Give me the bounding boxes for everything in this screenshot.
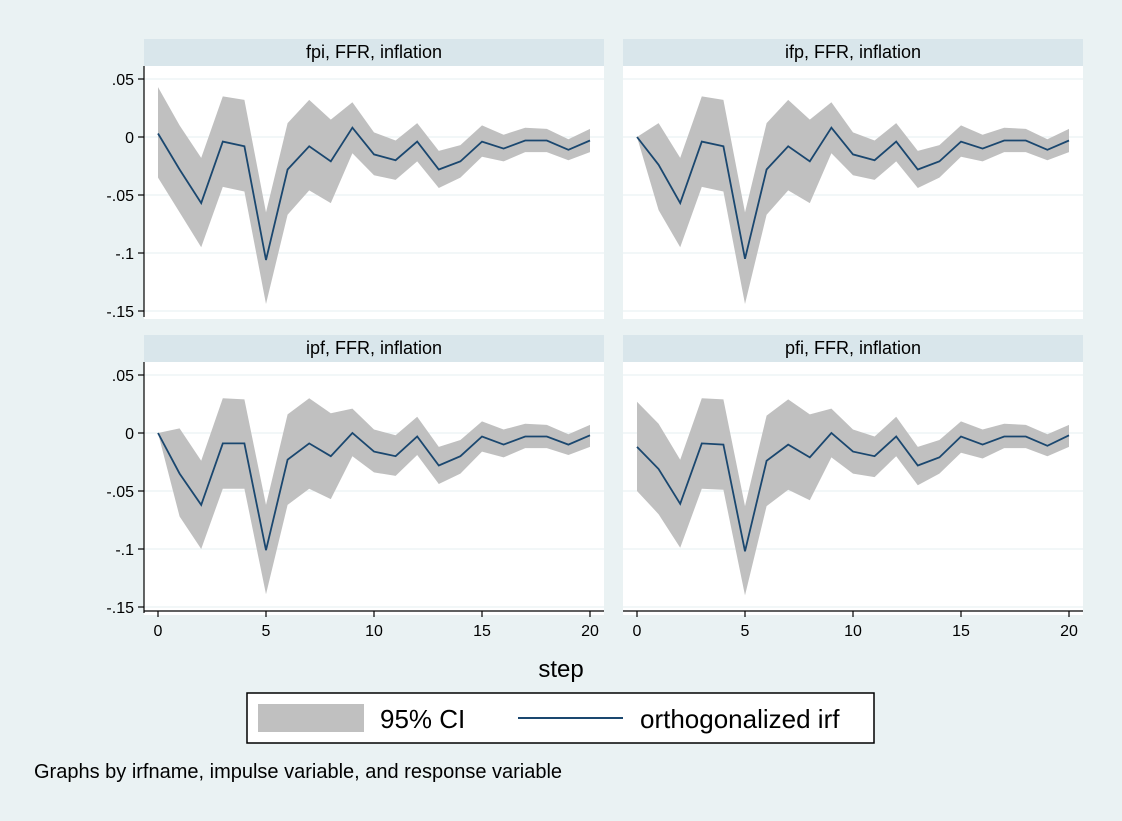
legend-ci-swatch [258, 704, 364, 732]
ci-band [637, 96, 1069, 305]
y-tick-label: .05 [112, 72, 134, 89]
graph-note: Graphs by irfname, impulse variable, and… [34, 761, 562, 783]
panel-header [623, 335, 1083, 362]
panel-3: ipf, FFR, inflation .05 0 -.05 -.1 -.15 0 5 10 15… [106, 335, 604, 640]
x-tick-label: 20 [581, 623, 599, 640]
panel-2: ifp, FFR, inflation [623, 39, 1083, 319]
panel-header [623, 39, 1083, 66]
y-tick-label: 0 [125, 426, 134, 443]
x-tick-label: 5 [741, 623, 750, 640]
irf-line [636, 126, 1070, 260]
y-tick-label: -.05 [106, 484, 134, 501]
y-tick-label: -.15 [106, 600, 134, 617]
ci-band [158, 398, 590, 595]
y-tick-label: 0 [125, 130, 134, 147]
legend: 95% CI orthogonalized irf [246, 692, 875, 744]
y-tick-label: -.1 [115, 246, 134, 263]
irf-line [157, 431, 591, 551]
x-axis-title: step [538, 656, 583, 683]
x-tick-label: 10 [844, 623, 862, 640]
legend-ci-label: 95% CI [380, 704, 465, 734]
panel-title: pfi, FFR, inflation [785, 338, 921, 358]
legend-irf-label: orthogonalized irf [640, 704, 840, 734]
x-tick-label: 0 [633, 623, 642, 640]
panel-4: pfi, FFR, inflation 0 5 10 15 20 [623, 335, 1083, 640]
y-tick-label: -.15 [106, 304, 134, 321]
panel-header [144, 335, 604, 362]
x-tick-label: 15 [952, 623, 970, 640]
irf-line [157, 126, 591, 261]
y-tick-label: .05 [112, 368, 134, 385]
panel-title: ifp, FFR, inflation [785, 42, 921, 62]
x-tick-label: 15 [473, 623, 491, 640]
y-tick-label: -.05 [106, 188, 134, 205]
irf-line [636, 431, 1070, 552]
panel-1: fpi, FFR, inflation .05 0 -.05 -.1 -.15 [106, 39, 604, 321]
y-tick-label: -.1 [115, 542, 134, 559]
x-tick-label: 10 [365, 623, 383, 640]
panel-title: fpi, FFR, inflation [306, 42, 442, 62]
panel-title: ipf, FFR, inflation [306, 338, 442, 358]
x-tick-label: 0 [154, 623, 163, 640]
ci-band [637, 398, 1069, 596]
x-tick-label: 5 [262, 623, 271, 640]
panel-header [144, 39, 604, 66]
x-tick-label: 20 [1060, 623, 1078, 640]
